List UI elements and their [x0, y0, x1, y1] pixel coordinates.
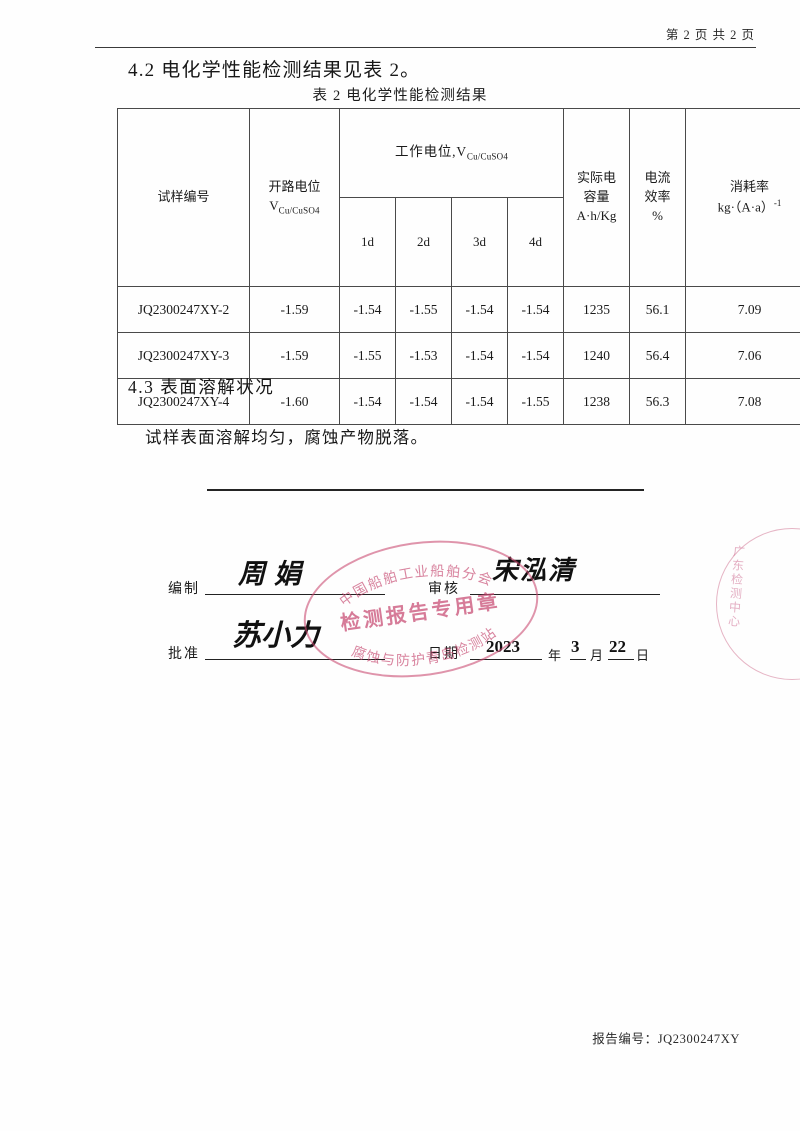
section-divider-rule	[207, 489, 644, 491]
th-efficiency-line2: 效率	[644, 189, 671, 205]
cell-day-1: -1.55	[339, 332, 396, 379]
table-header-row-2: 1d 2d 3d 4d	[118, 197, 800, 287]
cell-consumption: 7.06	[685, 332, 800, 379]
date-day-rule	[608, 659, 634, 660]
cell-efficiency: 56.1	[629, 286, 686, 333]
table-row: JQ2300247XY-2 -1.59 -1.54 -1.55 -1.54 -1…	[117, 286, 800, 333]
cell-ocp: -1.59	[249, 332, 340, 379]
prepared-by-signature: 周娟	[238, 559, 310, 589]
cell-capacity: 1240	[563, 332, 630, 379]
cell-day-1: -1.54	[339, 286, 396, 333]
cell-day-4: -1.54	[507, 332, 564, 379]
th-ocp-line1: 开路电位	[268, 178, 321, 194]
cell-day-4: -1.54	[507, 286, 564, 333]
th-capacity-line2: 容量	[583, 189, 610, 205]
date-year-value: 2023	[486, 637, 520, 656]
th-consumption-line1: 消耗率	[729, 178, 769, 194]
th-open-circuit-potential: 开路电位 VCu/CuSO4	[249, 108, 340, 287]
table-caption: 表 2 电化学性能检测结果	[312, 88, 488, 104]
th-actual-capacity: 实际电 容量 A·h/Kg	[563, 108, 630, 287]
section-4-3-heading: 4.3 表面溶解状况	[128, 377, 275, 397]
date-month-value: 3	[571, 637, 580, 656]
section-4-3-paragraph: 试样表面溶解均匀，腐蚀产物脱落。	[145, 428, 429, 447]
prepared-by-label: 编制	[168, 580, 200, 596]
approved-by-label: 批准	[168, 645, 200, 661]
footer-report-number: 报告编号：JQ2300247XY	[592, 1032, 740, 1046]
th-efficiency-line1: 电流	[644, 170, 671, 186]
th-day-1: 1d	[339, 197, 396, 287]
cell-sample-id: JQ2300247XY-3	[117, 332, 250, 379]
approved-by-rule	[205, 659, 385, 660]
th-capacity-unit: A·h/Kg	[576, 207, 617, 223]
cell-consumption: 7.09	[685, 286, 800, 333]
th-sample-id: 试样编号	[117, 108, 250, 287]
th-day-3: 3d	[451, 197, 508, 287]
th-consumption-unit: kg·（A·a）-1	[717, 197, 782, 215]
table-row: JQ2300247XY-3 -1.59 -1.55 -1.53 -1.54 -1…	[117, 332, 800, 379]
cell-ocp: -1.60	[249, 378, 340, 425]
section-4-2-heading: 4.2 电化学性能检测结果见表 2。	[128, 60, 421, 81]
header-divider-rule	[95, 47, 756, 48]
date-month-unit: 月	[590, 648, 604, 663]
cell-sample-id: JQ2300247XY-4	[117, 378, 250, 425]
th-ocp-line2: VCu/CuSO4	[269, 197, 320, 216]
electrochemical-results-table: 试样编号 开路电位 VCu/CuSO4 工作电位,VCu/CuSO4 实际电	[117, 108, 800, 425]
date-label: 日期	[428, 645, 460, 661]
th-day-4: 4d	[507, 197, 564, 287]
th-capacity-line1: 实际电	[576, 170, 616, 186]
cell-capacity: 1235	[563, 286, 630, 333]
cell-day-2: -1.53	[395, 332, 452, 379]
date-day-unit: 日	[636, 648, 650, 663]
cell-day-4: -1.55	[507, 378, 564, 425]
cell-efficiency: 56.3	[629, 378, 686, 425]
prepared-by-rule	[205, 594, 385, 595]
date-year-unit: 年	[548, 648, 562, 663]
th-day-2: 2d	[395, 197, 452, 287]
page-indicator: 第 2 页 共 2 页	[665, 28, 755, 42]
date-month-rule	[570, 659, 586, 660]
cell-ocp: -1.59	[249, 286, 340, 333]
table-row: JQ2300247XY-4 -1.60 -1.54 -1.54 -1.54 -1…	[117, 378, 800, 425]
cell-capacity: 1238	[563, 378, 630, 425]
th-current-efficiency: 电流 效率 %	[629, 108, 686, 287]
reviewed-by-rule	[470, 594, 660, 595]
cell-day-1: -1.54	[339, 378, 396, 425]
reviewed-by-label: 审核	[428, 580, 460, 596]
cell-day-3: -1.54	[451, 332, 508, 379]
cell-day-2: -1.54	[395, 378, 452, 425]
date-day-value: 22	[609, 637, 626, 656]
cell-sample-id: JQ2300247XY-2	[117, 286, 250, 333]
table-header-row-1: 试样编号 开路电位 VCu/CuSO4 工作电位,VCu/CuSO4 实际电	[117, 108, 800, 287]
approved-by-signature: 苏小力	[232, 620, 320, 652]
th-consumption-rate: 消耗率 kg·（A·a）-1	[685, 108, 800, 287]
cell-day-3: -1.54	[451, 378, 508, 425]
reviewed-by-signature: 宋泓清	[492, 556, 577, 585]
cell-consumption: 7.08	[685, 378, 800, 425]
cell-day-3: -1.54	[451, 286, 508, 333]
date-year-rule	[470, 659, 542, 660]
electrochemical-results-table-wrapper: 试样编号 开路电位 VCu/CuSO4 工作电位,VCu/CuSO4 实际电	[117, 108, 800, 425]
th-working-potential: 工作电位,VCu/CuSO4	[339, 108, 564, 198]
th-efficiency-unit: %	[652, 207, 663, 223]
cell-efficiency: 56.4	[629, 332, 686, 379]
cell-day-2: -1.55	[395, 286, 452, 333]
